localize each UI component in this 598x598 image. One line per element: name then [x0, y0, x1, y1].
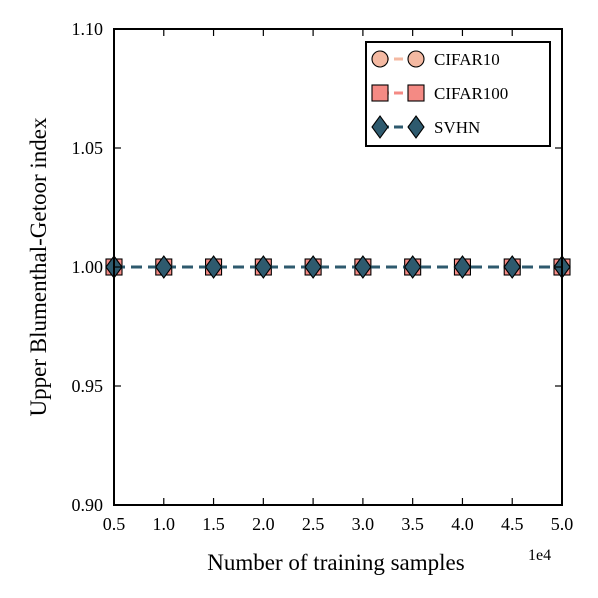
data-point — [304, 255, 322, 279]
legend-marker — [371, 84, 389, 102]
x-tick-label: 3.5 — [401, 514, 424, 534]
x-tick-label: 2.0 — [252, 514, 275, 534]
y-axis-label: Upper Blumenthal-Getoor index — [26, 117, 51, 416]
y-tick-label: 0.90 — [72, 495, 104, 515]
x-tick-label: 4.5 — [501, 514, 524, 534]
legend-marker — [407, 84, 425, 102]
y-tick-label: 1.00 — [72, 257, 104, 277]
data-point — [254, 255, 273, 279]
series-layer — [105, 255, 571, 279]
data-point — [403, 255, 422, 279]
x-tick-label: 1.0 — [153, 514, 176, 534]
series-svhn — [105, 255, 571, 279]
x-tick-label: 2.5 — [302, 514, 325, 534]
data-point — [503, 255, 521, 279]
x-axis: 0.5 1.0 1.5 2.0 2.5 3.0 3.5 4.0 4.5 5.0 — [103, 29, 574, 534]
y-axis: 0.90 0.95 1.00 1.05 1.10 — [72, 19, 562, 515]
legend: CIFAR10 CIFAR100 SVHN — [365, 41, 551, 147]
data-point — [204, 255, 223, 279]
y-tick-label: 1.10 — [72, 19, 104, 39]
legend-label: CIFAR10 — [434, 50, 500, 69]
legend-item: CIFAR10 — [371, 50, 500, 69]
x-tick-label: 4.0 — [451, 514, 474, 534]
x-tick-label: 3.0 — [352, 514, 375, 534]
legend-marker — [371, 50, 389, 68]
legend-label: SVHN — [434, 118, 480, 137]
x-tick-label: 5.0 — [551, 514, 574, 534]
x-tick-label: 1.5 — [202, 514, 225, 534]
legend-marker — [407, 50, 425, 68]
data-point — [354, 255, 372, 279]
y-tick-label: 0.95 — [72, 376, 104, 396]
x-axis-label: Number of training samples — [207, 550, 464, 575]
legend-label: CIFAR100 — [434, 84, 508, 103]
x-tick-label: 0.5 — [103, 514, 126, 534]
legend-item: SVHN — [371, 115, 480, 139]
y-tick-label: 1.05 — [72, 138, 104, 158]
data-point — [453, 255, 472, 279]
data-point — [155, 255, 173, 279]
legend-marker — [407, 115, 425, 139]
legend-marker — [371, 115, 389, 139]
legend-item: CIFAR100 — [371, 84, 508, 103]
x-axis-offset-label: 1e4 — [528, 547, 551, 564]
